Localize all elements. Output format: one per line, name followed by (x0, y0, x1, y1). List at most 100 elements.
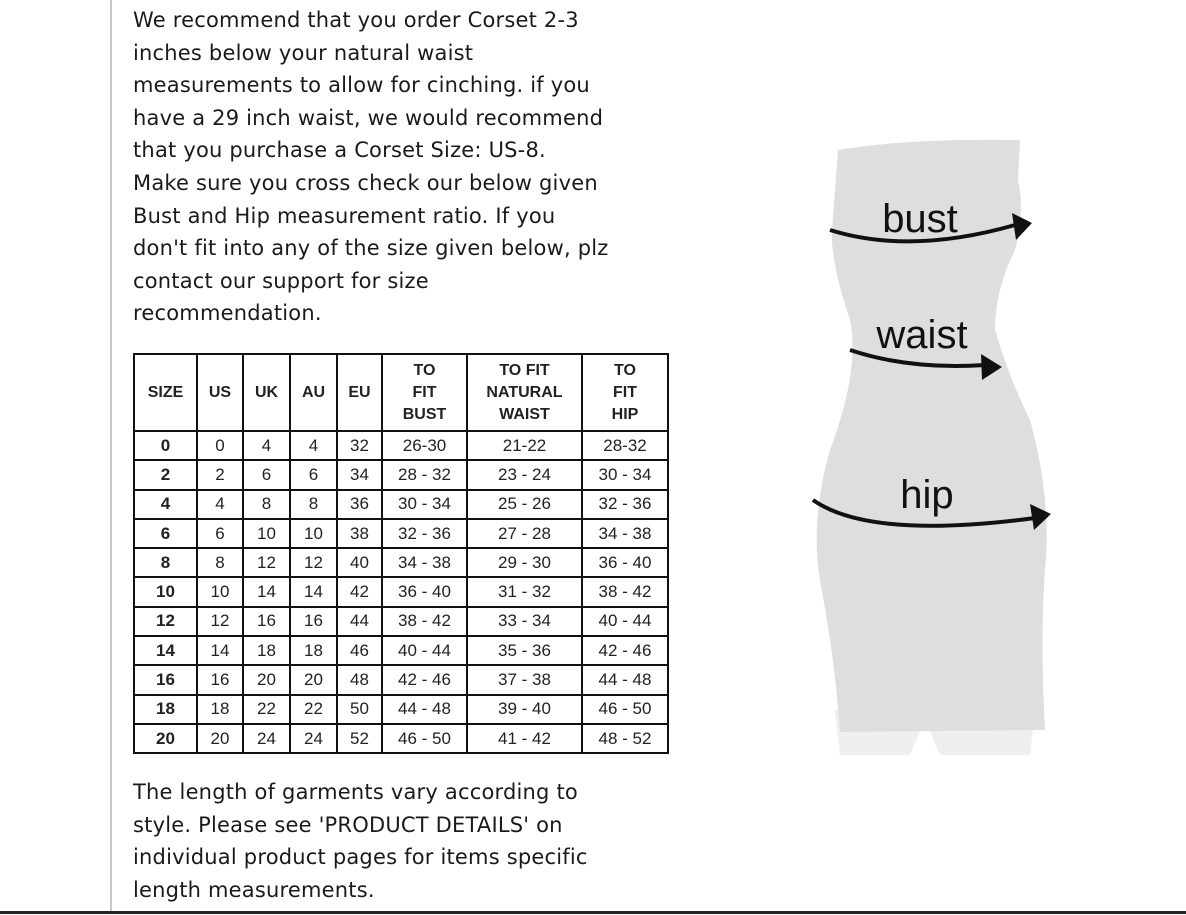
text-line: have a 29 inch waist, we would recommend (133, 105, 604, 130)
left-divider (110, 0, 112, 913)
column-header-line: FIT (412, 383, 437, 401)
column-header: TO FIT HIP (581, 353, 669, 432)
waist-label: waist (875, 313, 967, 357)
table-cell: 20 (289, 664, 338, 696)
table-cell: 36 - 40 (381, 576, 468, 608)
table-cell: 8 (289, 488, 338, 520)
table-cell: 4 (133, 488, 198, 520)
table-cell: 34 (336, 459, 383, 491)
table-cell: 16 (242, 605, 291, 638)
table-cell: 22 (289, 693, 338, 725)
waist-arrowhead-icon (981, 354, 1002, 380)
footer-paragraph: The length of garments vary according to… (133, 776, 588, 906)
column-header-line: TO (614, 361, 636, 379)
table-cell: 8 (196, 547, 244, 579)
table-cell: 0 (196, 429, 244, 462)
dress-silhouette (816, 139, 1047, 732)
table-cell: 38 - 42 (581, 576, 669, 608)
column-header-line: AU (301, 383, 326, 401)
table-cell: 34 - 38 (381, 547, 468, 579)
table-cell: 4 (289, 429, 338, 462)
table-cell: 12 (196, 605, 244, 638)
column-header: TO FIT BUST (381, 353, 468, 432)
hip-arrow (811, 498, 1036, 528)
table-cell: 29 - 30 (466, 547, 583, 579)
table-cell: 30 - 34 (581, 459, 669, 491)
column-header-line: NATURAL (486, 383, 563, 401)
body-measurement-figure: bust waist hip (811, 139, 1051, 755)
table-cell: 16 (196, 664, 244, 696)
table-cell: 22 (242, 693, 291, 725)
table-cell: 8 (133, 547, 198, 579)
table-cell: 37 - 38 (466, 664, 583, 696)
table-row: 18 18 22 22 50 44 - 48 39 - 40 46 - 50 (133, 693, 669, 725)
table-cell: 41 - 42 (466, 722, 583, 755)
column-header: US (196, 353, 244, 432)
table-cell: 44 - 48 (581, 664, 669, 696)
table-cell: 25 - 26 (466, 488, 583, 520)
text-line: style. Please see 'PRODUCT DETAILS' on (133, 812, 563, 837)
intro-paragraph: We recommend that you order Corset 2-3 in… (133, 4, 608, 330)
table-cell: 12 (289, 547, 338, 579)
table-row: 8 8 12 12 40 34 - 38 29 - 30 36 - 40 (133, 547, 669, 579)
table-cell: 46 (336, 635, 383, 667)
waist-arrow (849, 348, 986, 368)
table-cell: 18 (242, 635, 291, 667)
table-cell: 40 - 44 (381, 635, 468, 667)
table-cell: 36 (336, 488, 383, 520)
table-cell: 24 (289, 722, 338, 755)
column-header-line: US (208, 383, 232, 401)
table-cell: 40 (336, 547, 383, 579)
table-cell: 50 (336, 693, 383, 725)
table-cell: 46 - 50 (581, 693, 669, 725)
column-header-line: FIT (613, 383, 637, 401)
bottom-divider (0, 911, 1186, 914)
table-cell: 36 - 40 (581, 547, 669, 579)
table-cell: 16 (289, 605, 338, 638)
table-cell: 40 - 44 (581, 605, 669, 638)
text-line: Make sure you cross check our below give… (133, 170, 598, 195)
column-header: AU (289, 353, 338, 432)
column-header-line: TO FIT (499, 361, 550, 379)
column-header: UK (242, 353, 291, 432)
table-cell: 6 (289, 459, 338, 491)
table-cell: 20 (133, 722, 198, 755)
table-row: 4 4 8 8 36 30 - 34 25 - 26 32 - 36 (133, 488, 669, 520)
table-row: 2 2 6 6 34 28 - 32 23 - 24 30 - 34 (133, 459, 669, 491)
table-cell: 10 (242, 517, 291, 550)
text-line: We recommend that you order Corset 2-3 (133, 8, 579, 32)
table-cell: 6 (242, 459, 291, 491)
table-cell: 0 (133, 429, 198, 462)
table-cell: 32 (336, 429, 383, 462)
column-header-line: SIZE (147, 383, 184, 401)
table-row: 0 0 4 4 32 26-30 21-22 28-32 (133, 429, 669, 462)
text-line: that you purchase a Corset Size: US-8. (133, 138, 546, 163)
table-cell: 26-30 (381, 429, 468, 462)
text-line: recommendation. (133, 301, 322, 326)
table-cell: 46 - 50 (381, 722, 468, 755)
bust-label: bust (882, 197, 958, 241)
table-cell: 21-22 (466, 429, 583, 462)
text-line: Bust and Hip measurement ratio. If you (133, 203, 556, 228)
text-line: inches below your natural waist (133, 40, 474, 65)
table-cell: 34 - 38 (581, 517, 669, 550)
column-header-line: UK (254, 383, 279, 401)
text-line: contact our support for size (133, 268, 429, 293)
text-line: The length of garments vary according to (133, 780, 578, 804)
table-cell: 33 - 34 (466, 605, 583, 638)
table-cell: 14 (196, 635, 244, 667)
table-cell: 10 (133, 576, 198, 608)
table-cell: 2 (133, 459, 198, 491)
table-cell: 39 - 40 (466, 693, 583, 725)
table-cell: 28-32 (581, 429, 669, 462)
table-cell: 10 (289, 517, 338, 550)
table-cell: 4 (242, 429, 291, 462)
bust-arrow (829, 223, 1016, 244)
table-cell: 38 (336, 517, 383, 550)
table-cell: 42 - 46 (581, 635, 669, 667)
table-cell: 48 (336, 664, 383, 696)
text-line: length measurements. (133, 877, 375, 902)
table-cell: 20 (242, 664, 291, 696)
text-line: measurements to allow for cinching. if y… (133, 73, 590, 98)
table-cell: 14 (289, 576, 338, 608)
